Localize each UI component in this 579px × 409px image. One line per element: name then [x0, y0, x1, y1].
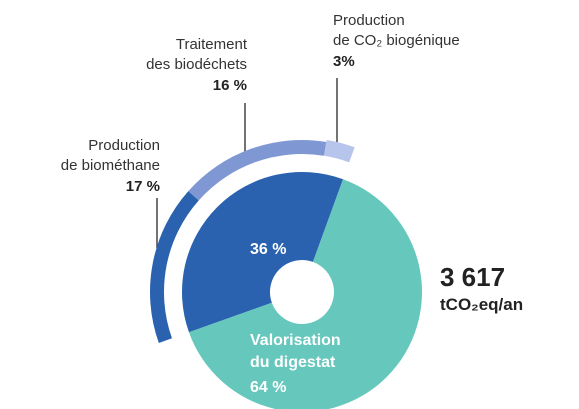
inner-category-label: Valorisation du digestat — [250, 332, 341, 371]
outer-value-label: 17 % — [126, 178, 160, 195]
outer-segment — [324, 139, 355, 163]
inner-value-label: 36 % — [250, 241, 286, 258]
outer-category-label: Production de biométhane — [61, 137, 160, 174]
inner-segment — [188, 179, 422, 409]
inner-segment — [182, 172, 344, 333]
outer-segment — [150, 191, 199, 343]
outer-segment — [188, 140, 327, 201]
outer-category-label: Traitement des biodéchets — [146, 36, 248, 73]
inner-value-label: 64 % — [250, 379, 286, 396]
total-unit: tCO₂eq/an — [440, 295, 523, 314]
outer-category-label: Production de CO₂ biogénique — [333, 12, 460, 49]
outer-value-label: 3% — [333, 53, 355, 70]
total: 3 617 — [440, 262, 505, 292]
outer-value-label: 16 % — [213, 77, 247, 94]
